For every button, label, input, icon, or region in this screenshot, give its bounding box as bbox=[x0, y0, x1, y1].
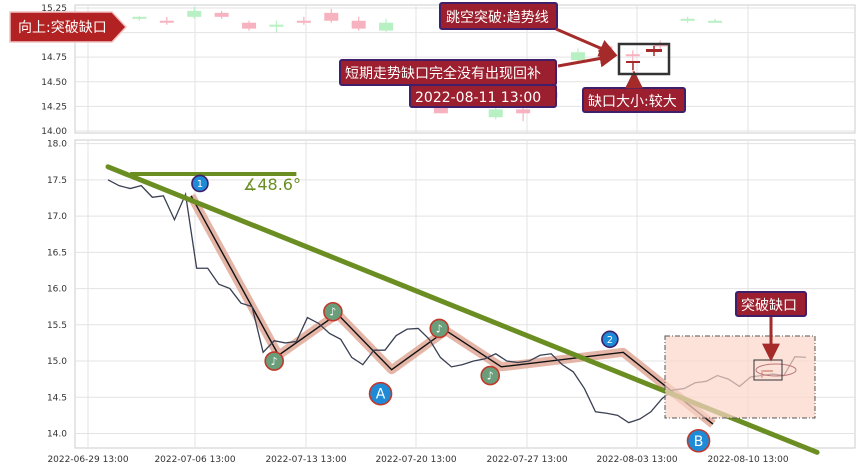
y-tick-label: 14.0 bbox=[47, 430, 67, 440]
candle-body bbox=[242, 22, 257, 29]
y-tick-label: 17.0 bbox=[47, 212, 67, 222]
point-marker bbox=[368, 381, 393, 406]
x-tick-label: 2022-06-29 13:00 bbox=[47, 455, 128, 465]
size-label: 缺口大小:较大 bbox=[588, 94, 677, 110]
y-tick-label: 16.5 bbox=[47, 248, 67, 258]
point-label: A bbox=[376, 387, 386, 403]
point-marker bbox=[191, 174, 209, 193]
y-tick-label: 15.0 bbox=[47, 357, 67, 367]
gap-label: 短期走势缺口完全没有出现回补 bbox=[345, 65, 541, 82]
candle-body bbox=[351, 20, 366, 29]
point-label: B bbox=[694, 434, 704, 450]
point-marker bbox=[686, 428, 711, 453]
gap-highlight-box bbox=[617, 42, 671, 76]
y-tick-label: 18.0 bbox=[47, 140, 67, 150]
breakout-label: 突破缺口 bbox=[741, 298, 797, 314]
point-label: ♪ bbox=[329, 306, 336, 319]
point-marker bbox=[429, 318, 450, 339]
angle-label: ∡48.6° bbox=[243, 175, 301, 194]
direction-callout: 向上:突破缺口 bbox=[9, 11, 128, 43]
x-tick-label: 2022-08-03 13:00 bbox=[596, 455, 677, 465]
candle-body bbox=[159, 20, 174, 23]
x-tick-label: 2022-07-13 13:00 bbox=[265, 455, 346, 465]
gap-callout: 短期走势缺口完全没有出现回补 bbox=[339, 49, 618, 86]
point-label: 1 bbox=[197, 179, 203, 190]
y-tick-label: 15.5 bbox=[47, 321, 67, 331]
candle-body bbox=[214, 12, 229, 17]
point-label: ♪ bbox=[436, 322, 443, 335]
y-tick-label: 14.5 bbox=[47, 393, 67, 403]
candle-body bbox=[516, 109, 531, 114]
candle-body bbox=[653, 44, 668, 47]
date-callout: 2022-08-11 13:00 bbox=[409, 84, 557, 108]
y-tick-label: 14.50 bbox=[41, 78, 67, 88]
point-marker bbox=[480, 365, 501, 386]
candle-body bbox=[708, 20, 722, 23]
candle-body bbox=[324, 12, 339, 21]
y-tick-label: 14.25 bbox=[41, 102, 67, 112]
direction-label: 向上:突破缺口 bbox=[18, 20, 107, 36]
x-axis: 2022-06-29 13:00 2022-07-06 13:00 2022-07-… bbox=[47, 455, 788, 465]
point-marker bbox=[323, 301, 343, 322]
y-tick-label: 16.0 bbox=[47, 285, 67, 295]
point-marker bbox=[264, 351, 284, 371]
candle-body bbox=[379, 22, 394, 31]
candle-body bbox=[132, 16, 147, 19]
date-label: 2022-08-11 13:00 bbox=[415, 90, 541, 106]
point-label: 2 bbox=[607, 335, 613, 346]
y-tick-label: 14.00 bbox=[41, 127, 67, 137]
candle-body bbox=[570, 52, 585, 61]
candle-body bbox=[187, 10, 202, 17]
point-label: ♪ bbox=[487, 369, 494, 382]
size-callout: 缺口大小:较大 bbox=[582, 70, 686, 113]
x-tick-label: 2022-07-27 13:00 bbox=[486, 455, 567, 465]
y-tick-label: 17.5 bbox=[47, 176, 67, 186]
x-tick-label: 2022-07-20 13:00 bbox=[375, 455, 456, 465]
x-tick-label: 2022-07-06 13:00 bbox=[154, 455, 235, 465]
candle-body bbox=[269, 24, 284, 27]
candle-body bbox=[680, 18, 695, 21]
candle-body bbox=[296, 20, 311, 23]
zigzag-line bbox=[190, 195, 714, 425]
y-tick-label: 15.25 bbox=[41, 4, 67, 14]
trend-label: 跳空突破:趋势线 bbox=[446, 10, 549, 26]
x-tick-label: 2022-08-10 13:00 bbox=[707, 455, 788, 465]
candle-body bbox=[488, 109, 503, 118]
candle-body bbox=[625, 54, 640, 57]
point-label: ♪ bbox=[271, 355, 278, 368]
gap-ellipse bbox=[755, 363, 797, 377]
breakout-zone bbox=[664, 335, 816, 419]
trend-callout: 跳空突破:趋势线 bbox=[439, 2, 618, 57]
point-marker bbox=[601, 330, 619, 349]
breakout-callout: 突破缺口 bbox=[735, 291, 807, 362]
y-tick-label: 14.75 bbox=[41, 53, 67, 63]
